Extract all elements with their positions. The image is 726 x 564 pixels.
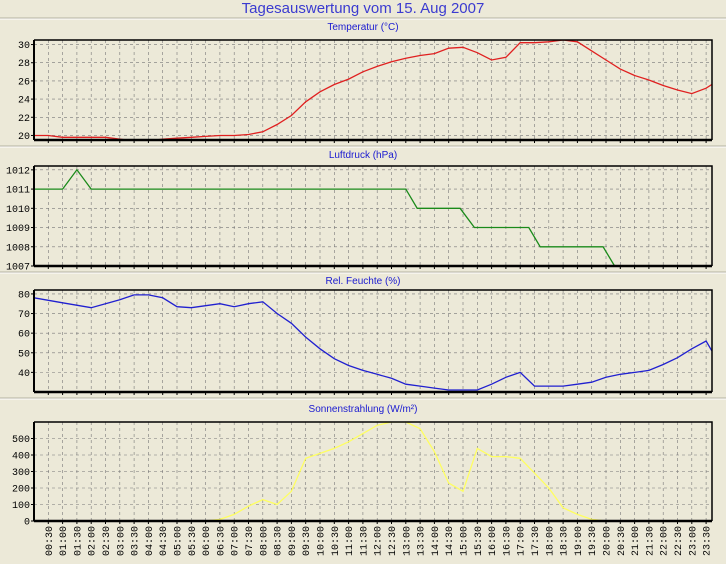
y-tick-label: 100 bbox=[12, 501, 30, 512]
x-tick-label: 07:30 bbox=[245, 526, 256, 556]
panel-1: Luftdruck (hPa) 1007 1008 1009 1010 1011 1012 bbox=[0, 145, 726, 274]
y-tick-label: 26 bbox=[18, 77, 30, 88]
x-tick-label: 06:30 bbox=[216, 526, 227, 556]
y-tick-label: 24 bbox=[18, 96, 30, 107]
y-tick-label: 1010 bbox=[6, 205, 30, 216]
x-tick-label: 18:30 bbox=[560, 526, 571, 556]
series-line bbox=[34, 422, 712, 521]
x-tick-label: 03:00 bbox=[116, 526, 127, 556]
x-tick-label: 03:30 bbox=[131, 526, 142, 556]
y-tick-label: 80 bbox=[18, 290, 30, 301]
panel-3: Sonnenstrahlung (W/m²) 0 100 200 300 400 500 bbox=[0, 397, 726, 529]
y-tick-label: 28 bbox=[18, 59, 30, 70]
x-tick-label: 10:00 bbox=[317, 526, 328, 556]
series-line bbox=[34, 294, 712, 391]
y-tick-label: 1007 bbox=[6, 263, 30, 274]
y-tick-label: 200 bbox=[12, 485, 30, 496]
y-tick-label: 30 bbox=[18, 41, 30, 52]
x-tick-label: 04:00 bbox=[145, 526, 156, 556]
series-line bbox=[34, 168, 616, 266]
x-tick-label: 19:00 bbox=[574, 526, 585, 556]
x-tick-label: 20:30 bbox=[617, 526, 628, 556]
x-tick-label: 05:30 bbox=[188, 526, 199, 556]
y-tick-label: 400 bbox=[12, 452, 30, 463]
x-tick-label: 15:30 bbox=[474, 526, 485, 556]
x-tick-label: 14:00 bbox=[431, 526, 442, 556]
y-tick-label: 70 bbox=[18, 310, 30, 321]
x-tick-label: 17:30 bbox=[531, 526, 542, 556]
x-tick-label: 11:00 bbox=[345, 526, 356, 556]
y-tick-label: 50 bbox=[18, 349, 30, 360]
x-tick-label: 23:00 bbox=[688, 526, 699, 556]
x-tick-label: 02:30 bbox=[102, 526, 113, 556]
x-tick-label: 13:30 bbox=[417, 526, 428, 556]
panel-2: Rel. Feuchte (%) 40 50 60 70 80 bbox=[0, 271, 726, 395]
y-tick-label: 500 bbox=[12, 435, 30, 446]
x-tick-label: 05:00 bbox=[174, 526, 185, 556]
plot-frame bbox=[34, 39, 713, 140]
x-tick-label: 23:30 bbox=[703, 526, 714, 556]
plot-frame bbox=[34, 165, 713, 266]
plot-frame bbox=[34, 421, 713, 521]
y-tick-label: 60 bbox=[18, 330, 30, 341]
x-tick-label: 14:30 bbox=[445, 526, 456, 556]
x-tick-label: 15:00 bbox=[460, 526, 471, 556]
x-tick-label: 02:00 bbox=[88, 526, 99, 556]
panel-0: Temperatur (°C) 20 22 24 26 28 30 bbox=[0, 17, 726, 143]
x-tick-label: 08:00 bbox=[259, 526, 270, 556]
y-tick-label: 22 bbox=[18, 114, 30, 125]
y-tick-label: 1009 bbox=[6, 224, 30, 235]
y-tick-label: 1011 bbox=[6, 186, 30, 197]
y-tick-label: 0 bbox=[24, 518, 30, 529]
x-tick-label: 13:00 bbox=[402, 526, 413, 556]
x-tick-label: 11:30 bbox=[359, 526, 370, 556]
y-tick-label: 1008 bbox=[6, 243, 30, 254]
y-tick-label: 1012 bbox=[6, 166, 30, 177]
y-tick-label: 40 bbox=[18, 369, 30, 380]
x-tick-label: 16:00 bbox=[488, 526, 499, 556]
x-tick-label: 22:00 bbox=[660, 526, 671, 556]
x-tick-label: 22:30 bbox=[674, 526, 685, 556]
x-tick-label: 06:00 bbox=[202, 526, 213, 556]
x-tick-label: 21:30 bbox=[645, 526, 656, 556]
x-tick-label: 01:00 bbox=[59, 526, 70, 556]
series-line bbox=[34, 40, 712, 140]
panel-title: Sonnenstrahlung (W/m²) bbox=[309, 404, 418, 415]
page-title: Tagesauswertung vom 15. Aug 2007 bbox=[241, 0, 485, 17]
x-tick-label: 12:00 bbox=[374, 526, 385, 556]
x-tick-label: 18:00 bbox=[545, 526, 556, 556]
panel-title: Temperatur (°C) bbox=[327, 22, 398, 33]
x-tick-label: 09:00 bbox=[288, 526, 299, 556]
x-tick-label: 10:30 bbox=[331, 526, 342, 556]
panel-title: Luftdruck (hPa) bbox=[329, 150, 397, 161]
panel-title: Rel. Feuchte (%) bbox=[325, 276, 400, 287]
x-tick-label: 01:30 bbox=[73, 526, 84, 556]
x-tick-label: 16:30 bbox=[502, 526, 513, 556]
y-tick-label: 300 bbox=[12, 468, 30, 479]
x-tick-label: 08:30 bbox=[274, 526, 285, 556]
x-tick-label: 17:00 bbox=[517, 526, 528, 556]
x-tick-label: 19:30 bbox=[588, 526, 599, 556]
x-tick-label: 21:00 bbox=[631, 526, 642, 556]
x-tick-label: 20:00 bbox=[603, 526, 614, 556]
y-tick-label: 20 bbox=[18, 132, 30, 143]
x-tick-label: 12:30 bbox=[388, 526, 399, 556]
plot-frame bbox=[34, 289, 713, 392]
x-tick-label: 09:30 bbox=[302, 526, 313, 556]
x-tick-label: 04:30 bbox=[159, 526, 170, 556]
x-tick-label: 07:00 bbox=[231, 526, 242, 556]
x-tick-label: 00:30 bbox=[45, 526, 56, 556]
